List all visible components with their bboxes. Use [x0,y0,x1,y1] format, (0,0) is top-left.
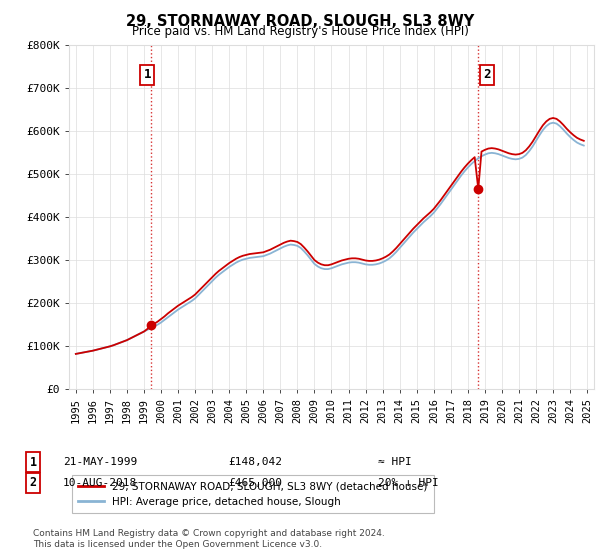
Text: 1: 1 [29,455,37,469]
Text: 21-MAY-1999: 21-MAY-1999 [63,457,137,467]
Text: ≈ HPI: ≈ HPI [378,457,412,467]
Text: 2: 2 [29,476,37,489]
Text: £148,042: £148,042 [228,457,282,467]
Text: Price paid vs. HM Land Registry's House Price Index (HPI): Price paid vs. HM Land Registry's House … [131,25,469,38]
Text: 2: 2 [483,68,491,81]
Text: 1: 1 [143,68,151,81]
Text: 20% ↓ HPI: 20% ↓ HPI [378,478,439,488]
Text: 10-AUG-2018: 10-AUG-2018 [63,478,137,488]
Legend: 29, STORNAWAY ROAD, SLOUGH, SL3 8WY (detached house), HPI: Average price, detach: 29, STORNAWAY ROAD, SLOUGH, SL3 8WY (det… [71,475,434,513]
Text: £465,000: £465,000 [228,478,282,488]
Text: Contains HM Land Registry data © Crown copyright and database right 2024.
This d: Contains HM Land Registry data © Crown c… [33,529,385,549]
Text: 29, STORNAWAY ROAD, SLOUGH, SL3 8WY: 29, STORNAWAY ROAD, SLOUGH, SL3 8WY [126,14,474,29]
